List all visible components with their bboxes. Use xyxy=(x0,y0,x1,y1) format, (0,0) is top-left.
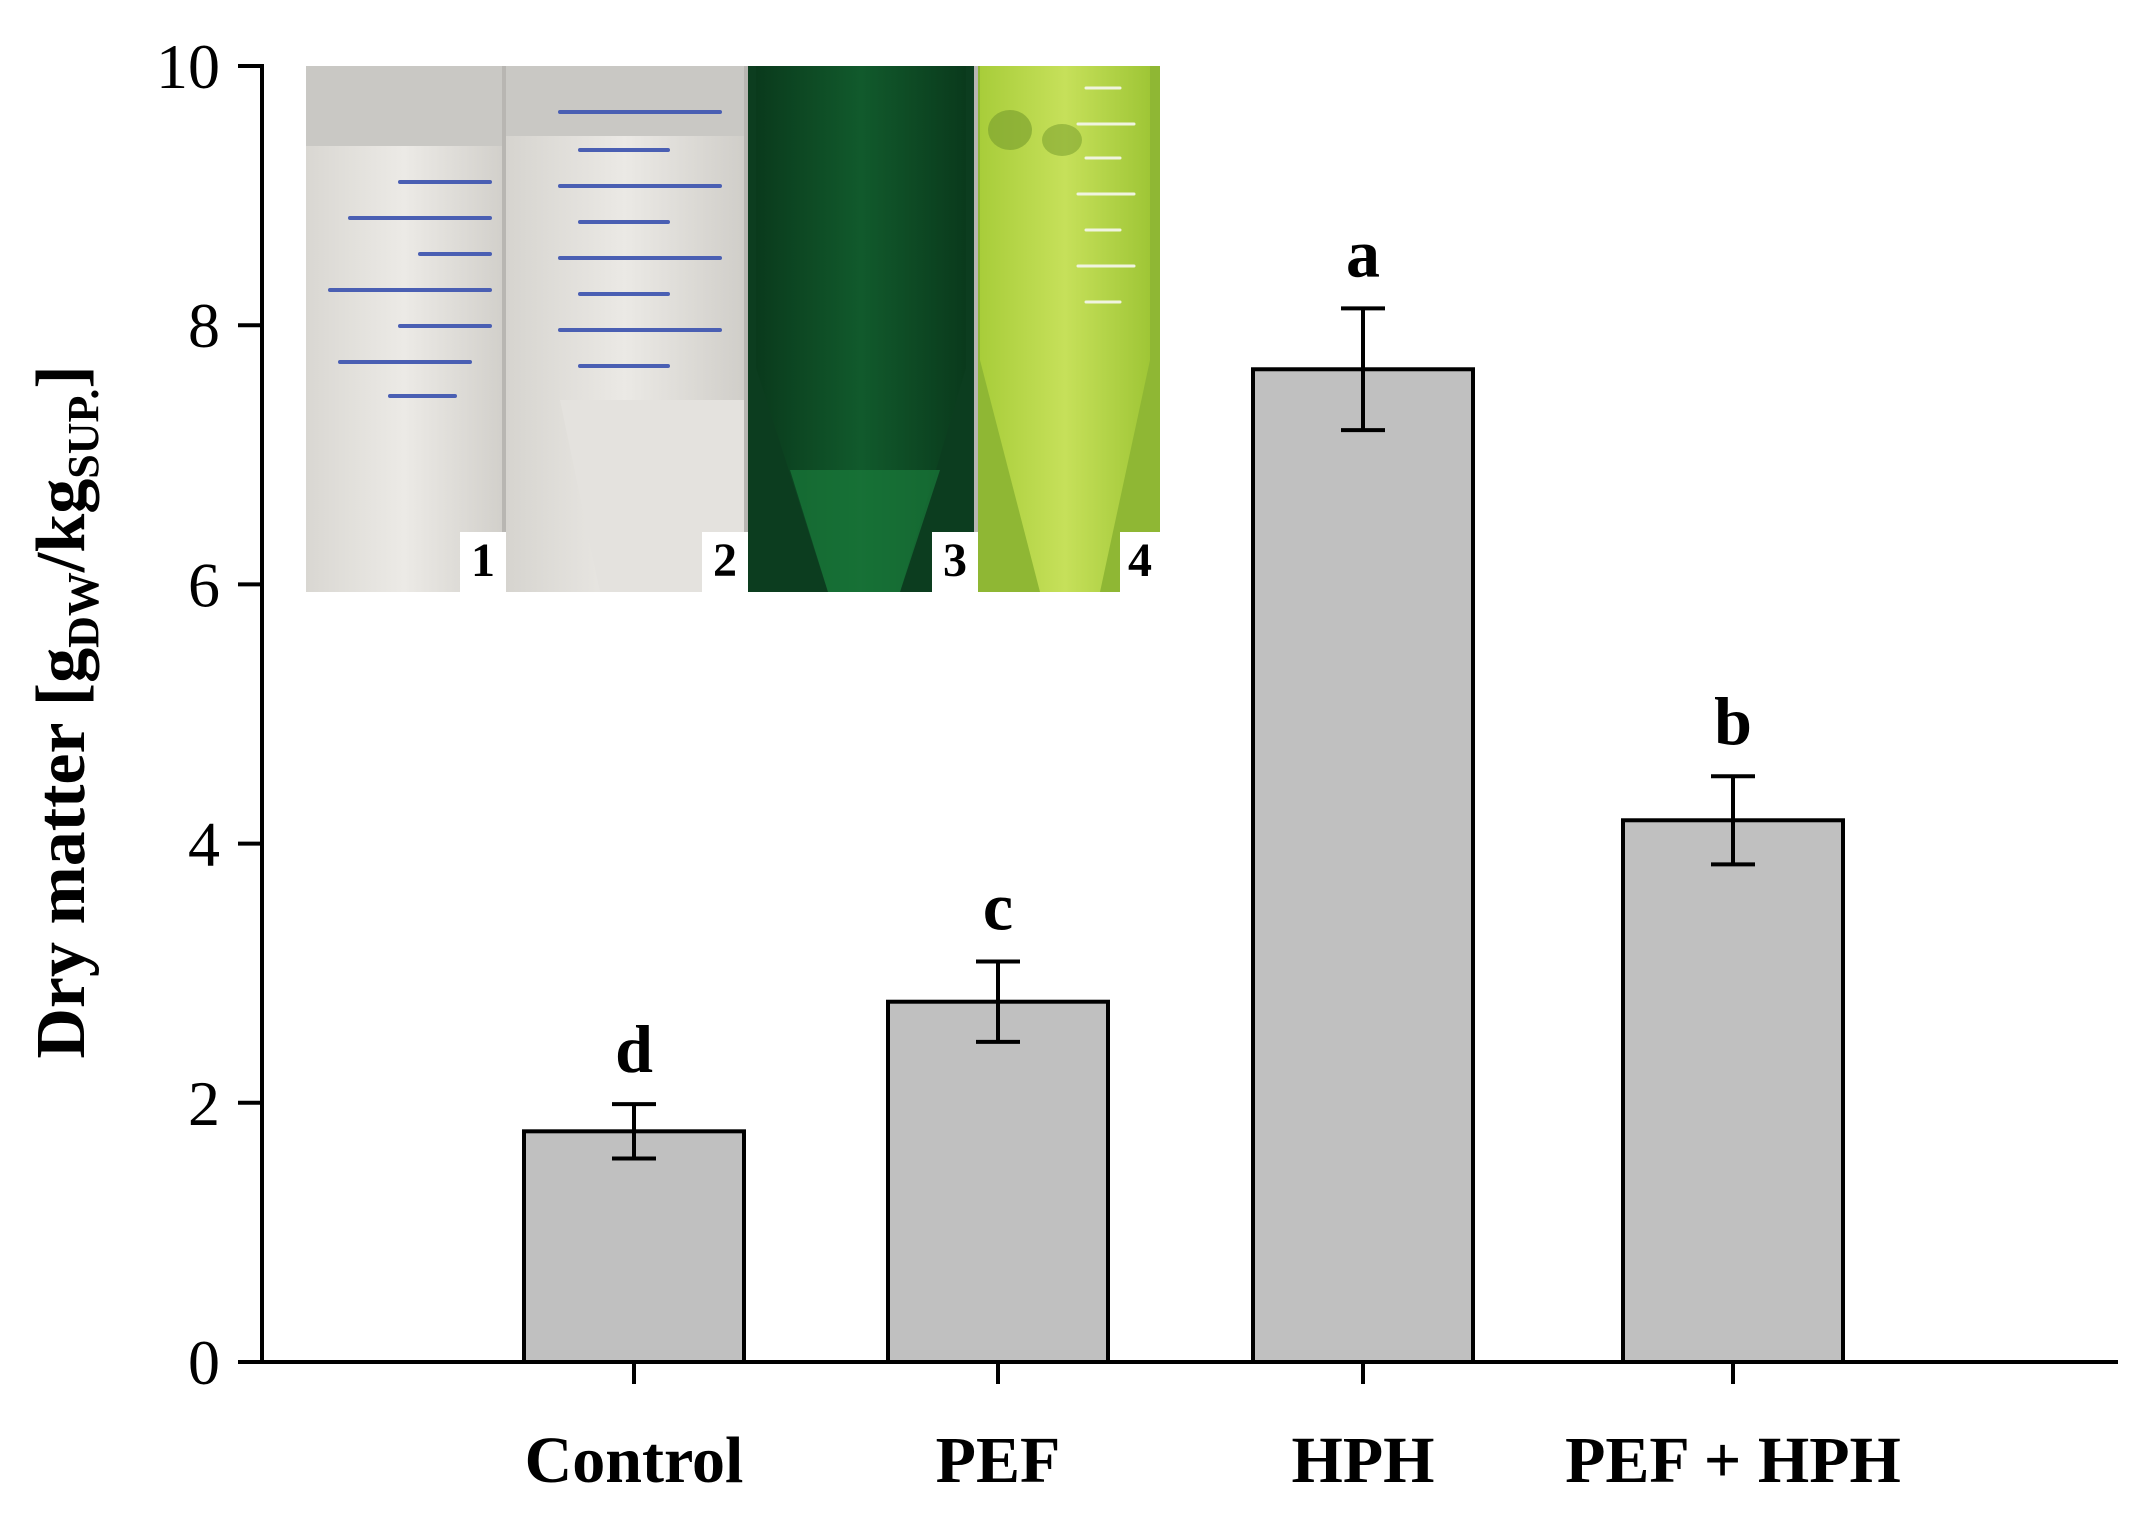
bar-control xyxy=(522,1129,746,1365)
y-axis-label-sub1: DW xyxy=(59,572,108,648)
significance-letter: a xyxy=(1346,215,1380,291)
y-axis-label-end: ] xyxy=(23,365,100,388)
tube-label-4: 4 xyxy=(1128,534,1152,587)
tube-2-image xyxy=(506,66,744,592)
tube-label-3: 3 xyxy=(943,534,967,587)
y-tick-label: 6 xyxy=(188,549,220,620)
x-category-label: HPH xyxy=(1292,1424,1435,1497)
y-tick-label: 2 xyxy=(188,1068,220,1139)
inset-photo: 1 2 3 4 xyxy=(306,66,1160,592)
significance-letter: d xyxy=(615,1011,653,1087)
tube-1-image xyxy=(306,66,502,592)
significance-letter: b xyxy=(1714,683,1752,759)
tube-4-image xyxy=(978,66,1160,592)
y-tick-label: 0 xyxy=(188,1327,220,1398)
y-axis-label-mid: /kg xyxy=(23,479,100,573)
y-axis-label-sub2: SUP. xyxy=(59,389,108,479)
tube-label-1: 1 xyxy=(471,534,495,587)
y-axis-label: Dry matter [gDW/kgSUP.] xyxy=(23,365,108,1058)
y-tick-label: 10 xyxy=(156,31,220,102)
bar-pef xyxy=(886,999,1110,1364)
bar-pef-hph xyxy=(1621,818,1845,1364)
bars xyxy=(522,367,1845,1365)
x-category-label: PEF + HPH xyxy=(1565,1424,1901,1497)
y-ticks: 0 2 4 6 8 10 xyxy=(156,31,262,1398)
tube-label-2: 2 xyxy=(713,534,737,587)
x-category-label: PEF xyxy=(936,1424,1061,1497)
tube-3-image xyxy=(748,66,974,592)
bar-hph xyxy=(1251,367,1475,1365)
y-tick-label: 4 xyxy=(188,809,220,880)
y-axis-label-main: Dry matter [g xyxy=(23,648,100,1059)
error-bars xyxy=(612,306,1755,1161)
significance-letter: c xyxy=(983,869,1013,945)
y-tick-label: 8 xyxy=(188,290,220,361)
x-ticks: Control PEF HPH PEF + HPH xyxy=(525,1362,1901,1497)
x-category-label: Control xyxy=(525,1424,744,1497)
significance-letters: d c a b xyxy=(615,215,1752,1087)
